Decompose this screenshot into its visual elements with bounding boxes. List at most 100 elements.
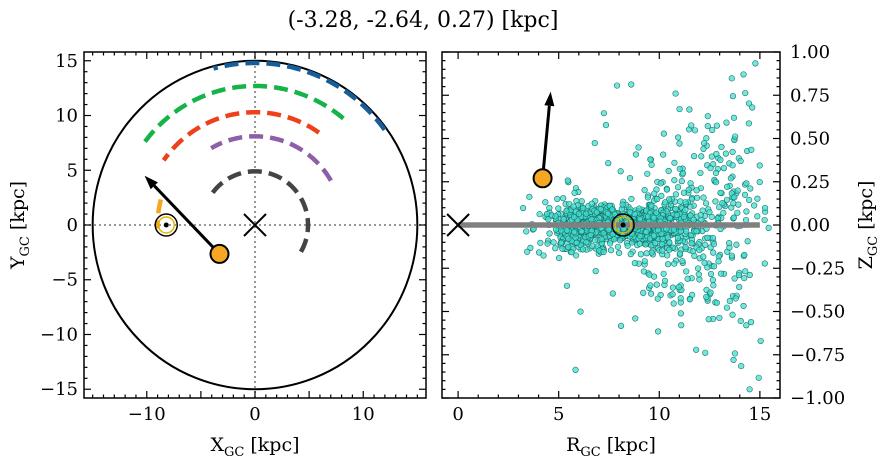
scatter-point <box>546 230 553 237</box>
scatter-point <box>675 134 682 141</box>
right-star-marker <box>532 168 553 189</box>
scatter-point <box>713 299 720 306</box>
scatter-point <box>761 260 768 267</box>
scatter-point <box>756 162 763 169</box>
scatter-point <box>588 216 595 223</box>
scatter-point <box>654 195 661 203</box>
scatter-point <box>520 204 527 212</box>
scatter-point <box>678 322 685 329</box>
right-ytick-label: 0.25 <box>790 172 830 193</box>
scatter-point <box>654 328 662 335</box>
scatter-point <box>752 60 759 67</box>
scatter-point <box>573 239 580 246</box>
scatter-point <box>693 187 700 194</box>
scatter-point <box>675 283 682 291</box>
scatter-point <box>605 226 612 233</box>
scatter-point <box>734 187 741 194</box>
left-xtick-label: 10 <box>352 404 375 425</box>
scatter-point <box>761 204 769 212</box>
scatter-point <box>580 204 587 212</box>
scatter-point <box>707 270 715 278</box>
spiral-arm-1 <box>207 169 311 253</box>
scatter-point <box>563 207 570 214</box>
right-sun-marker-ring <box>614 216 632 234</box>
scatter-point <box>577 308 584 315</box>
scatter-point <box>688 122 695 129</box>
scatter-point <box>673 212 680 219</box>
scatter-point <box>700 253 707 260</box>
scatter-point <box>526 193 533 200</box>
scatter-point <box>555 205 562 212</box>
scatter-point <box>524 248 531 255</box>
scatter-point <box>746 386 753 393</box>
scatter-point <box>617 322 625 329</box>
scatter-point <box>632 151 640 158</box>
scatter-point <box>687 180 694 187</box>
scatter-point <box>619 201 626 208</box>
scatter-point <box>661 277 669 284</box>
right-sun-marker <box>611 213 635 237</box>
scatter-point <box>631 211 638 218</box>
scatter-point <box>722 150 729 157</box>
scatter-point <box>523 228 530 235</box>
scatter-point <box>740 71 747 78</box>
scatter-point <box>674 184 682 191</box>
scatter-point <box>641 258 648 265</box>
scatter-point <box>704 264 711 271</box>
scatter-point <box>732 295 739 302</box>
scatter-point <box>572 366 579 374</box>
right-xtick-label: 5 <box>553 404 564 425</box>
scatter-point <box>648 161 655 168</box>
scatter-point <box>679 257 686 265</box>
scatter-point <box>589 243 596 250</box>
scatter-point <box>724 183 731 190</box>
scatter-point <box>755 374 762 381</box>
scatter-point <box>686 296 693 303</box>
right-velocity-arrow-head <box>544 91 555 107</box>
scatter-point <box>571 228 578 236</box>
left-panel-xy: −10 0 10 −15 −10 −5 0 5 10 15 XGC [kpc] YGC [kpc] <box>7 51 427 460</box>
scatter-point <box>583 239 590 246</box>
right-velocity-arrow <box>541 91 555 179</box>
left-ticks: −10 0 10 −15 −10 −5 0 5 10 15 <box>40 51 426 425</box>
scatter-point <box>659 247 666 254</box>
scatter-point <box>729 148 736 156</box>
scatter-point <box>609 290 616 297</box>
scatter-point <box>696 246 703 254</box>
right-ytick-label: −0.25 <box>790 258 845 279</box>
scatter-point <box>742 89 749 97</box>
scatter-point <box>707 289 714 296</box>
scatter-point <box>565 243 572 251</box>
right-plot-area <box>446 60 772 393</box>
scatter-point <box>578 228 585 235</box>
scatter-point <box>666 239 673 246</box>
scatter-point <box>728 252 735 259</box>
scatter-point <box>717 156 724 163</box>
scatter-point <box>607 247 615 254</box>
scatter-point <box>628 81 635 88</box>
left-ytick-label: −5 <box>51 270 78 291</box>
scatter-point <box>687 212 694 219</box>
scatter-point <box>613 82 621 89</box>
scatter-point <box>672 90 679 97</box>
scatter-point <box>713 150 720 158</box>
scatter-point <box>709 126 716 134</box>
scatter-point <box>563 227 571 234</box>
scatter-point <box>572 252 580 259</box>
scatter-point <box>600 110 607 117</box>
scatter-point <box>678 178 685 185</box>
scatter-point <box>682 244 689 251</box>
scatter-point <box>743 208 750 215</box>
scatter-point <box>671 260 678 267</box>
scatter-point <box>718 143 725 151</box>
scatter-point <box>591 139 598 147</box>
scatter-point <box>710 241 718 248</box>
left-xtick-label: 0 <box>249 404 260 425</box>
scatter-point <box>742 268 749 275</box>
scatter-point <box>733 241 740 248</box>
scatter-point <box>682 199 689 206</box>
scatter-point <box>730 356 737 364</box>
scatter-point <box>660 130 667 137</box>
scatter-points <box>520 60 772 393</box>
spiral-arm-2 <box>210 134 333 182</box>
